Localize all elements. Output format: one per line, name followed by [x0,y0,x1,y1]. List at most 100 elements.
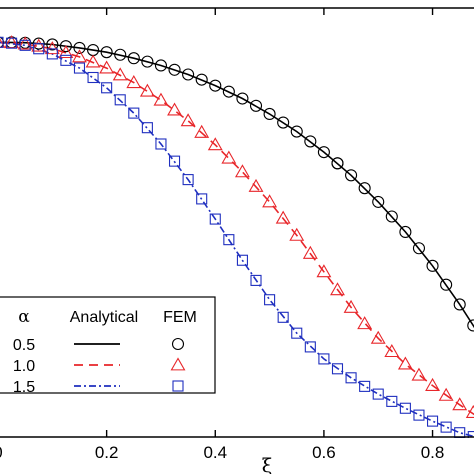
fem-marker-series-1 [114,48,127,61]
fem-marker-series-1 [46,38,59,51]
fem-marker-series-3 [318,353,330,365]
fem-marker-series-2 [465,404,474,418]
fem-marker-series-1 [168,63,181,76]
analytical-line-series-1 [0,41,474,329]
fem-marker-series-2 [112,67,128,81]
fem-marker-series-1 [412,242,426,255]
x-tick-label: 0.2 [95,443,119,462]
fem-marker-series-3 [87,71,99,84]
fem-marker-series-3 [46,48,58,60]
fem-marker-series-2 [248,178,264,192]
fem-marker-series-3 [359,380,371,392]
fem-marker-series-3 [277,311,289,323]
fem-marker-series-2 [302,245,318,259]
legend-marker-sample [171,337,185,351]
fem-marker-series-1 [358,182,371,195]
fem-marker-series-3 [331,363,344,375]
x-axis-tick-labels: 0 0.2 0.4 0.6 0.8 [0,443,444,462]
fem-marker-series-1 [453,298,466,311]
fem-marker-series-1 [236,92,249,105]
fem-marker-series-2 [194,124,210,138]
fem-marker-series-1 [195,73,208,86]
fem-marker-series-1 [372,195,385,208]
fem-marker-series-1 [467,319,474,332]
fem-marker-series-1 [440,278,453,291]
fem-marker-series-3 [250,274,262,286]
fem-marker-series-1 [317,146,330,159]
analytical-line-series-3 [0,41,474,438]
fem-marker-series-2 [330,282,345,296]
fem-marker-series-1 [290,125,303,138]
fem-marker-series-1 [399,225,412,238]
fem-marker-series-3 [0,36,4,48]
fem-marker-series-3 [264,294,276,306]
fem-marker-series-2 [167,102,182,116]
fem-marker-series-3 [440,421,452,433]
series-markers [0,35,474,438]
fem-marker-series-3 [304,341,316,353]
legend-header-fem: FEM [163,309,197,326]
fem-marker-series-2 [44,41,60,55]
fem-marker-series-1 [182,68,195,81]
fem-marker-series-3 [33,43,45,55]
legend-marker-sample [172,380,184,392]
fem-marker-series-2 [17,36,33,50]
fem-marker-series-2 [207,137,223,151]
fem-marker-series-3 [426,415,439,427]
x-tick-label: 0 [0,443,3,462]
fem-marker-series-2 [316,264,332,278]
fem-marker-series-1 [127,52,140,65]
fem-marker-series-1 [249,99,263,112]
fem-marker-series-2 [357,316,373,330]
fem-marker-series-2 [452,397,468,411]
fem-marker-series-1 [277,116,290,129]
fem-marker-series-1 [385,210,398,223]
fem-marker-series-3 [128,107,140,119]
fem-marker-series-1 [304,135,317,148]
fem-marker-series-2 [275,210,291,224]
legend-header-analytical: Analytical [70,309,138,326]
x-axis-ticks [105,8,434,437]
fem-marker-series-2 [438,387,454,401]
fem-marker-series-2 [343,299,359,313]
fem-marker-series-3 [372,388,384,400]
fem-marker-series-2 [72,49,87,63]
fem-marker-series-1 [209,79,222,92]
fem-marker-series-2 [0,38,6,48]
fem-marker-series-2 [126,75,142,89]
fem-marker-series-3 [114,94,126,106]
fem-marker-series-3 [6,37,18,49]
fem-marker-series-3 [60,54,72,66]
fem-marker-series-3 [196,193,208,205]
fem-marker-series-3 [141,122,153,134]
fem-marker-series-1 [426,259,439,272]
x-tick-label: 0.6 [312,443,336,462]
legend-alpha-value: 1.0 [13,358,35,375]
fem-marker-series-3 [399,402,411,414]
fem-marker-series-3 [413,409,425,421]
fem-marker-series-2 [289,227,305,241]
legend: α Analytical FEM 0.5 1.0 1.5 [0,296,216,396]
fem-marker-series-3 [182,174,194,186]
fem-marker-series-3 [291,327,303,339]
fem-marker-series-3 [209,213,221,225]
fem-marker-series-1 [222,85,235,98]
fem-marker-series-1 [263,107,276,121]
fem-marker-series-1 [59,40,72,53]
legend-box [0,296,216,394]
fem-marker-series-2 [99,60,115,74]
legend-rows: 0.5 1.0 1.5 [13,337,186,396]
fem-marker-series-3 [19,39,31,51]
fem-marker-series-2 [139,83,155,97]
fem-marker-series-2 [58,45,74,59]
fem-marker-series-2 [180,113,196,127]
fem-marker-series-2 [262,194,278,208]
fem-marker-series-3 [101,82,113,94]
fem-marker-series-1 [331,157,344,170]
fem-marker-series-3 [168,155,181,167]
legend-marker-sample [170,357,186,371]
fem-marker-series-2 [384,344,400,358]
fem-marker-series-2 [411,367,427,381]
fem-marker-series-1 [73,41,86,54]
fem-marker-series-2 [234,164,250,178]
